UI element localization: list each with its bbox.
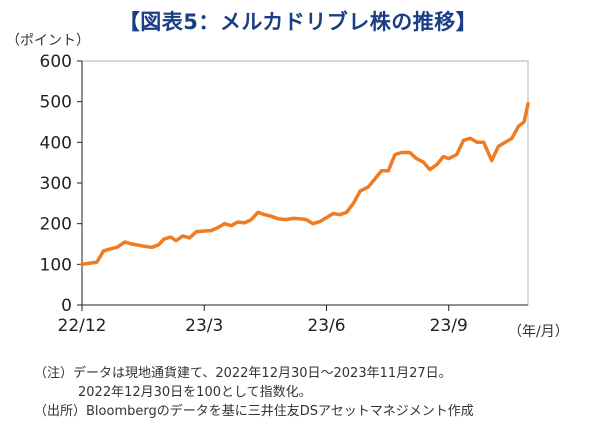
y-tick-label: 500 xyxy=(40,93,72,113)
index-series-line xyxy=(80,101,530,267)
x-axis-unit: （年/月） xyxy=(508,324,569,340)
x-tick-label: 22/12 xyxy=(58,316,107,336)
x-tick-label: 23/9 xyxy=(430,316,468,336)
y-tick-label: 600 xyxy=(40,52,72,72)
line-chart: 0 100 200 300 400 500 600 22/12 23/3 23/6 23/9 xyxy=(40,52,530,336)
y-axis-unit: （ポイント） xyxy=(6,33,90,49)
note-index: 2022年12月30日を100として指数化。 xyxy=(78,385,312,400)
y-tick-label: 200 xyxy=(40,215,72,235)
y-tick-label: 400 xyxy=(40,133,72,153)
note-currency: （注）データは現地通貨建て、2022年12月30日～2023年11月27日。 xyxy=(34,366,452,381)
note-source: （出所）Bloombergのデータを基に三井住友DSアセットマネジメント作成 xyxy=(34,404,474,419)
x-tick-label: 23/6 xyxy=(307,316,345,336)
y-tick-label: 100 xyxy=(40,255,72,275)
plot-area-border xyxy=(81,60,529,306)
x-tick-label: 23/3 xyxy=(185,316,223,336)
y-tick-label: 0 xyxy=(61,296,72,316)
chart-title: 【図表5：メルカドリブレ株の推移】 xyxy=(118,10,478,34)
y-tick-label: 300 xyxy=(40,174,72,194)
